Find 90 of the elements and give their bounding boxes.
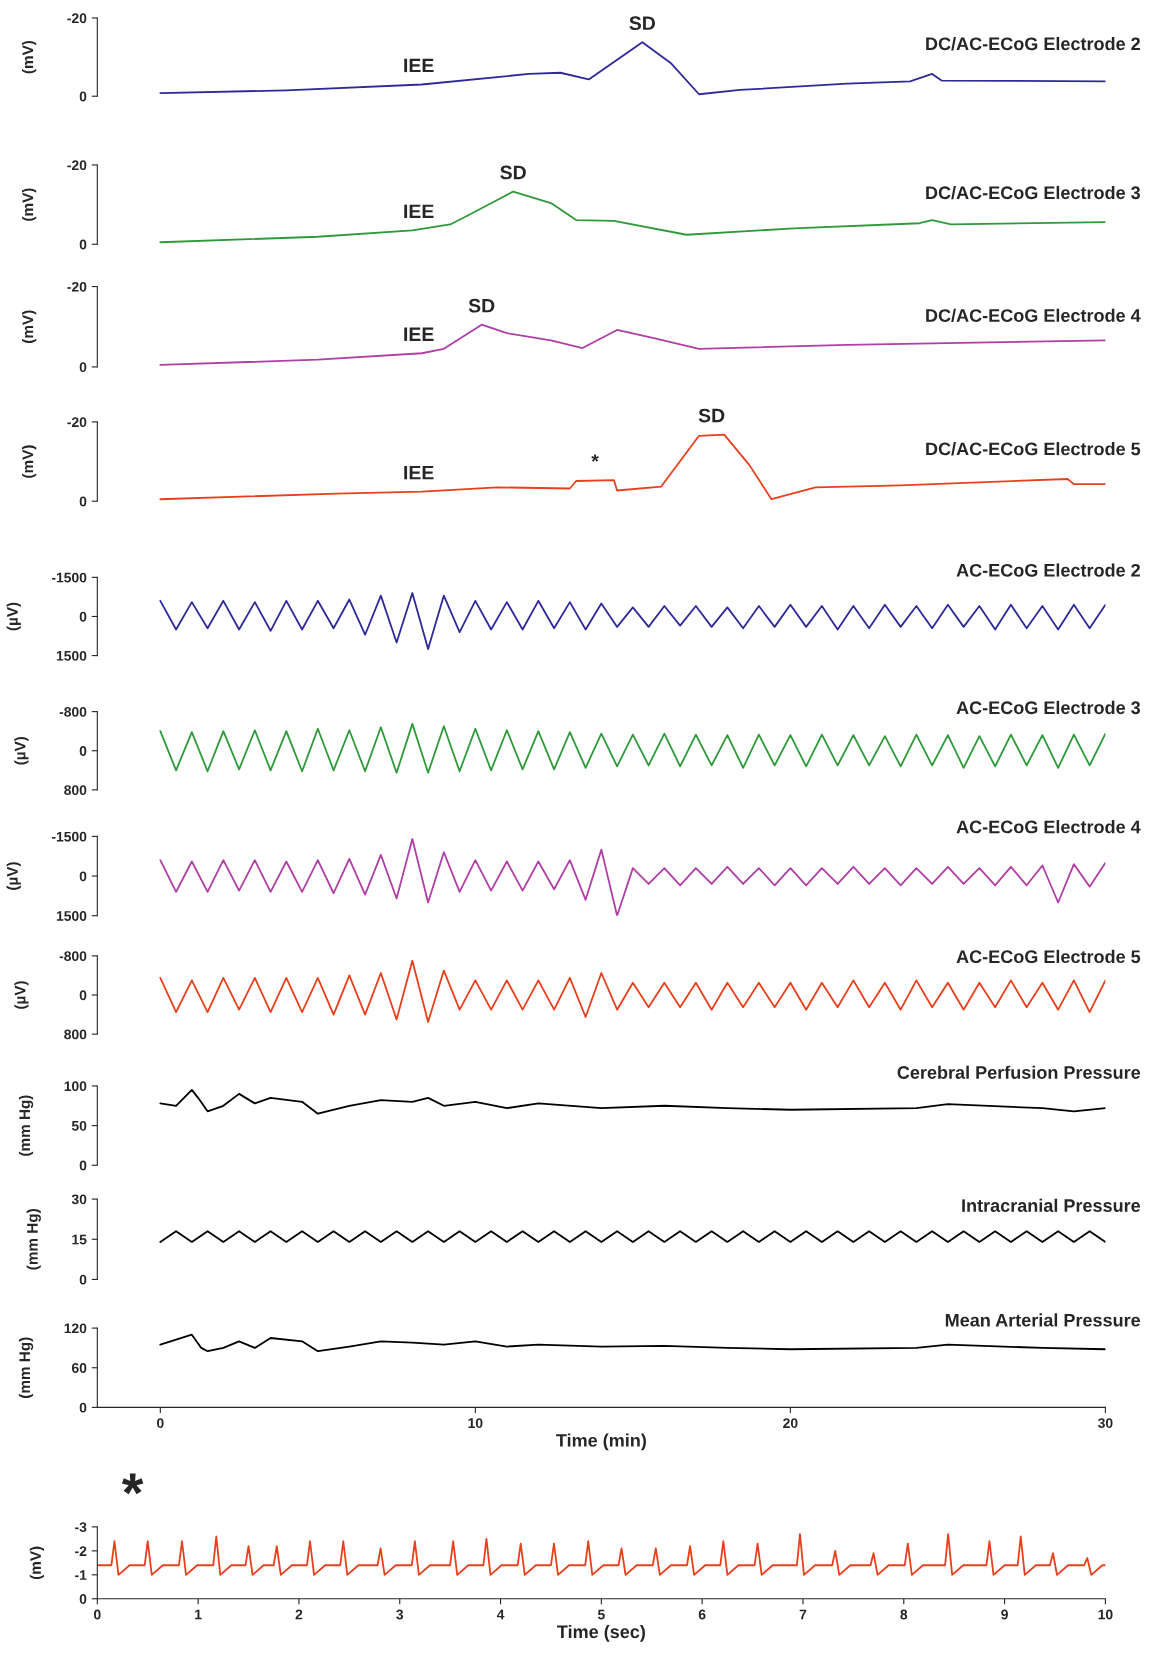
x-tick-label: 30 bbox=[1097, 1418, 1113, 1429]
annotation: IEE bbox=[404, 58, 434, 73]
line-series bbox=[159, 323, 1106, 366]
y-axis-title: (µV) bbox=[14, 981, 29, 1009]
y-tick-label: 120 bbox=[64, 1323, 87, 1334]
y-tick-label: 100 bbox=[64, 1081, 87, 1092]
y-tick-label: 15 bbox=[72, 1234, 87, 1245]
line-series bbox=[159, 838, 1106, 916]
y-axis-title: (mV) bbox=[22, 188, 37, 221]
x-tick-label: 2 bbox=[295, 1609, 303, 1620]
annotation: IEE bbox=[404, 204, 434, 219]
y-tick-label: -20 bbox=[67, 160, 87, 171]
y-tick-label: -20 bbox=[67, 281, 87, 292]
y-tick-label: -3 bbox=[75, 1522, 87, 1533]
y-axis-title: (mm Hg) bbox=[18, 1095, 34, 1156]
y-tick-label: 0 bbox=[79, 91, 87, 102]
x-tick-label: 10 bbox=[1098, 1609, 1113, 1620]
y-tick-label: 800 bbox=[64, 785, 87, 796]
x-tick-label: 0 bbox=[94, 1609, 101, 1620]
x-axis-title: Time (sec) bbox=[557, 1624, 645, 1642]
x-tick-label: 6 bbox=[698, 1609, 706, 1620]
y-tick-label: 0 bbox=[79, 1160, 87, 1171]
y-tick-label: 0 bbox=[79, 362, 87, 373]
line-series bbox=[97, 1533, 1106, 1576]
y-axis-title: (µV) bbox=[6, 602, 21, 631]
y-tick-label: -20 bbox=[67, 417, 87, 428]
x-tick-label: 7 bbox=[799, 1609, 807, 1620]
y-axis-title: (µV) bbox=[6, 862, 21, 890]
y-tick-label: 0 bbox=[79, 611, 87, 622]
line-series bbox=[159, 722, 1106, 774]
y-tick-label: 800 bbox=[64, 1029, 87, 1040]
chart-title: AC-ECoG Electrode 4 bbox=[956, 820, 1141, 834]
text: DC/AC-ECoG Electrode 4 bbox=[926, 308, 1141, 323]
chart-title: AC-ECoG Electrode 5 bbox=[956, 949, 1141, 964]
x-tick-label: 20 bbox=[783, 1418, 798, 1429]
y-tick-label: -800 bbox=[59, 951, 87, 962]
y-tick-label: -1500 bbox=[51, 831, 87, 842]
y-tick-label: -1500 bbox=[51, 572, 87, 583]
annotation: IEE bbox=[404, 327, 434, 341]
chart-title: AC-ECoG Electrode 2 bbox=[956, 563, 1140, 577]
x-tick-label: 3 bbox=[396, 1609, 404, 1620]
y-tick-label: -2 bbox=[75, 1546, 87, 1556]
y-axis-title: (mV) bbox=[22, 40, 37, 74]
y-tick-label: 1500 bbox=[56, 911, 87, 921]
y-tick-label: 0 bbox=[79, 239, 87, 250]
chart-title: Cerebral Perfusion Pressure bbox=[897, 1065, 1141, 1079]
y-tick-label: 0 bbox=[79, 1274, 87, 1285]
line-series bbox=[159, 1089, 1106, 1115]
y-tick-label: 0 bbox=[79, 746, 87, 756]
line-series bbox=[159, 1333, 1106, 1353]
y-tick-label: 0 bbox=[79, 1402, 87, 1413]
y-axis-title: (µV) bbox=[14, 736, 29, 765]
x-tick-label: 1 bbox=[195, 1609, 202, 1620]
y-tick-label: -20 bbox=[67, 13, 87, 24]
annotation: SD bbox=[468, 298, 495, 313]
y-axis-title: (mV) bbox=[22, 445, 37, 478]
y-tick-label: -800 bbox=[59, 706, 87, 717]
x-tick-label: 4 bbox=[496, 1609, 505, 1620]
annotation: IEE bbox=[404, 465, 434, 480]
text: DC/AC-ECoG Electrode 2 bbox=[926, 36, 1140, 51]
x-tick-label: 9 bbox=[1001, 1609, 1008, 1620]
chart-title: Mean Arterial Pressure bbox=[945, 1313, 1141, 1327]
y-tick-label: 1500 bbox=[56, 650, 87, 661]
chart-title: AC-ECoG Electrode 3 bbox=[956, 700, 1141, 715]
text: DC/AC-ECoG Electrode 5 bbox=[926, 442, 1141, 456]
annotation: SD bbox=[698, 408, 725, 423]
x-axis-title: Time (min) bbox=[556, 1433, 646, 1451]
chart-title: Intracranial Pressure bbox=[962, 1198, 1141, 1212]
text: * bbox=[121, 1473, 144, 1495]
x-tick-label: 8 bbox=[900, 1609, 908, 1620]
y-axis-title: (mm Hg) bbox=[26, 1209, 41, 1270]
line-series bbox=[159, 592, 1106, 650]
x-tick-label: 5 bbox=[597, 1609, 605, 1620]
y-tick-label: 0 bbox=[79, 871, 87, 882]
y-tick-label: 0 bbox=[79, 496, 87, 507]
y-tick-label: 0 bbox=[79, 990, 87, 1001]
x-tick-label: 0 bbox=[157, 1418, 164, 1429]
annotation: SD bbox=[629, 16, 655, 31]
y-tick-label: 0 bbox=[79, 1594, 87, 1604]
y-axis-title: (mm Hg) bbox=[18, 1337, 34, 1398]
y-tick-label: -1 bbox=[75, 1570, 87, 1580]
y-tick-label: 60 bbox=[71, 1363, 87, 1373]
y-axis-title: (mV) bbox=[29, 1546, 44, 1580]
y-axis-title: (mV) bbox=[22, 310, 37, 343]
x-tick-label: 10 bbox=[468, 1418, 483, 1429]
y-tick-label: 50 bbox=[71, 1120, 87, 1131]
text: DC/AC-ECoG Electrode 3 bbox=[926, 185, 1141, 200]
annotation: SD bbox=[500, 165, 526, 180]
annotation: * bbox=[591, 454, 599, 462]
y-tick-label: 30 bbox=[71, 1194, 87, 1205]
